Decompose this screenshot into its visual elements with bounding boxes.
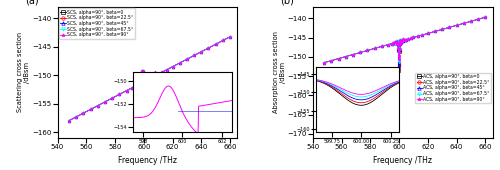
Legend: SCS, alpha=90°, beta=0, SCS, alpha=90°, beta=22.5°, SCS, alpha=90°, beta=45°, SC: SCS, alpha=90°, beta=0, SCS, alpha=90°, … [59, 8, 135, 39]
Text: (a): (a) [25, 0, 39, 5]
X-axis label: Frequency /THz: Frequency /THz [373, 156, 432, 165]
Legend: ACS, alpha=90°, beta=0, ACS, alpha=90°, beta=22.5°, ACS, alpha=90°, beta=45°, AC: ACS, alpha=90°, beta=0, ACS, alpha=90°, … [415, 73, 491, 103]
Text: (b): (b) [280, 0, 294, 5]
Y-axis label: Absorption cross section
/dBsm: Absorption cross section /dBsm [272, 31, 285, 113]
Y-axis label: Scattering cross section
/dBsm: Scattering cross section /dBsm [18, 32, 30, 112]
X-axis label: Frequency /THz: Frequency /THz [118, 156, 177, 165]
